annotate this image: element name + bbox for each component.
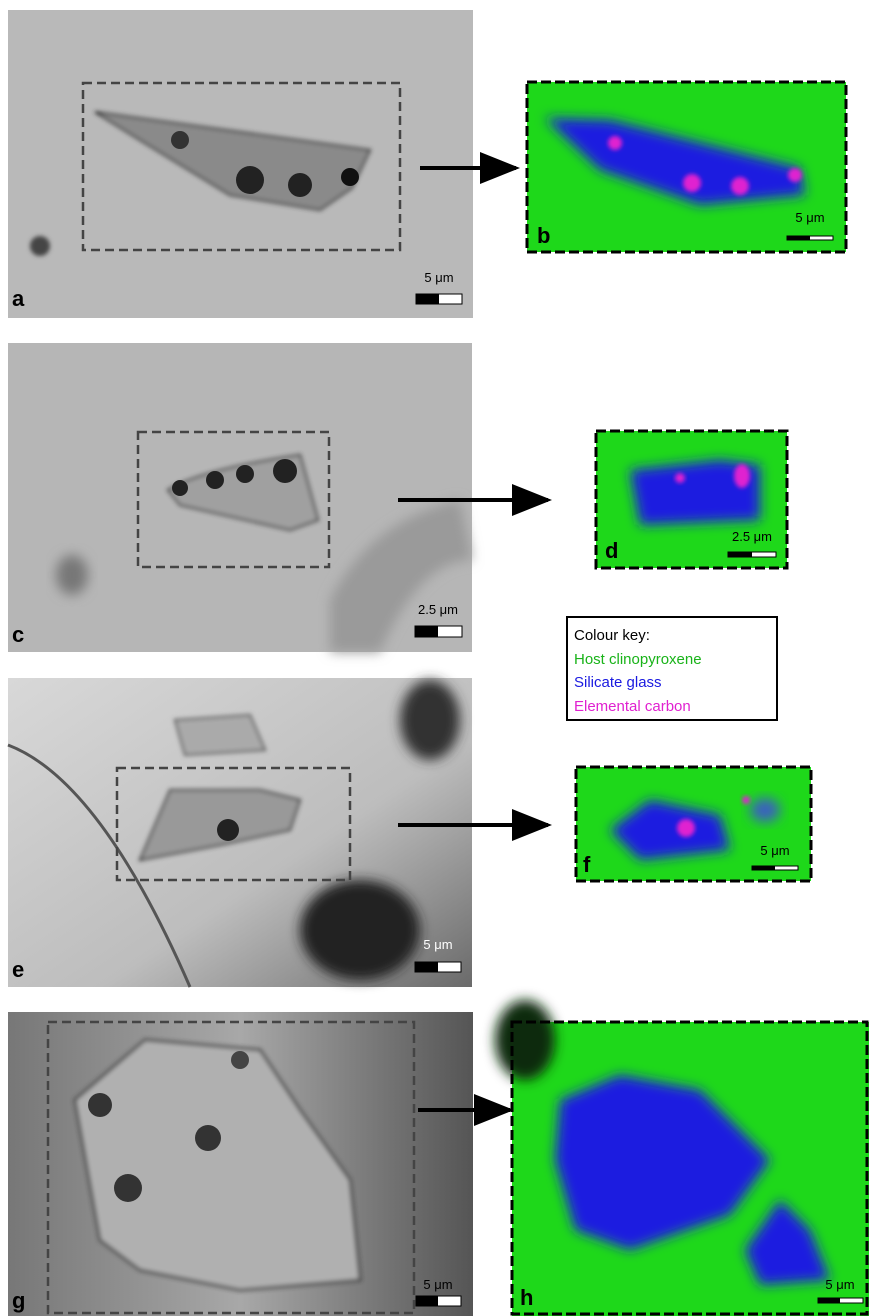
panel-e: e 5 μm [8, 678, 548, 987]
scale-label: 5 μm [825, 1277, 854, 1292]
scale-label: 5 μm [424, 270, 453, 285]
scale-label: 2.5 μm [732, 529, 772, 544]
key-entry: Silicate glass [574, 674, 662, 691]
scale-label: 2.5 μm [418, 602, 458, 617]
panel-g: g 5 μm [8, 1012, 510, 1316]
panel-d: d 2.5 μm [596, 431, 787, 568]
panel-label: c [12, 622, 24, 647]
panel-f: f 5 μm [576, 767, 811, 881]
panel-b: b 5 μm [527, 82, 846, 252]
key-entry: Elemental carbon [574, 698, 691, 715]
panel-label: d [605, 538, 618, 563]
panel-a: a 5 μm [8, 10, 516, 318]
panel-label: e [12, 957, 24, 982]
scale-label: 5 μm [423, 937, 452, 952]
figure: a 5 μm b 5 μm c 2.5 μm d 2.5 μm Colour k… [0, 0, 869, 1316]
panel-h: h 5 μm [495, 1000, 869, 1316]
key-entry: Host clinopyroxene [574, 651, 702, 668]
panel-label: f [583, 852, 591, 877]
key-title: Colour key: [574, 627, 650, 644]
panel-label: b [537, 223, 550, 248]
scale-label: 5 μm [760, 843, 789, 858]
scale-label: 5 μm [795, 210, 824, 225]
panel-label: h [520, 1285, 533, 1310]
colour-key: Colour key: Host clinopyroxene Silicate … [567, 617, 777, 720]
panel-c: c 2.5 μm [8, 343, 548, 652]
panel-label: a [12, 286, 25, 311]
panel-label: g [12, 1288, 25, 1313]
scale-label: 5 μm [423, 1277, 452, 1292]
